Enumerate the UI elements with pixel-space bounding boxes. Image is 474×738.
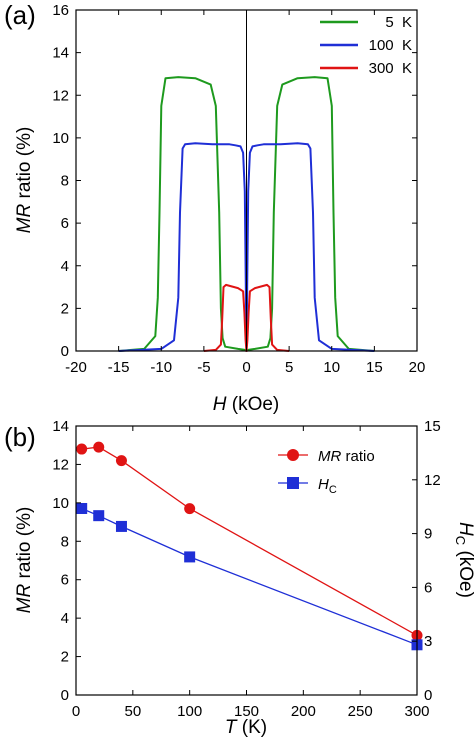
y-tick-label-left: 10: [52, 495, 69, 512]
x-tick-label: 250: [348, 703, 373, 720]
y-tick-label-right: 15: [424, 418, 441, 435]
y-tick-label: 2: [61, 300, 69, 317]
panel-b-label: (b): [4, 422, 36, 452]
panel-b-x-axis-label: T (K): [225, 717, 267, 738]
data-point-square: [93, 510, 105, 522]
y-tick-label-left: 6: [61, 572, 69, 589]
y-tick-label: 12: [52, 87, 69, 104]
y-tick-label: 0: [61, 343, 69, 360]
legend-marker-mr-ratio: [287, 449, 299, 461]
data-point-square: [184, 551, 196, 563]
panel-b-series-group: [76, 441, 423, 651]
x-tick-label: 20: [409, 359, 426, 376]
series-line-0: [81, 446, 418, 636]
panel-a-plot-area: [75, 9, 418, 352]
data-point-circle: [76, 443, 88, 455]
panel-b-y-axis-label-left: MR ratio (%): [14, 507, 35, 614]
y-tick-label: 8: [61, 173, 69, 190]
panel-a-label: (a): [4, 0, 36, 30]
data-point-circle: [93, 441, 105, 453]
y-tick-label-right: 3: [424, 633, 432, 650]
y-tick-label: 6: [61, 215, 69, 232]
y-tick-label-left: 14: [52, 418, 69, 435]
panel-b-legend: MR ratio HC: [278, 448, 375, 496]
panel-a-legend: 5 K 100 K 300 K: [320, 14, 412, 77]
y-tick-label: 16: [52, 2, 69, 19]
panel-a: (a) -20 -15 -10 -5 0 5 10 15 20 0 2 4 6 8 10 12 14 16 H …: [4, 0, 425, 415]
x-tick-label: 0: [242, 359, 250, 376]
panel-b-plot-area: [75, 425, 423, 696]
y-tick-label-left: 8: [61, 533, 69, 550]
data-point-circle: [115, 455, 127, 467]
y-tick-label-right: 9: [424, 526, 432, 543]
x-tick-label: 50: [124, 703, 141, 720]
legend-label-100k: 100 K: [369, 37, 412, 54]
legend-label-mr-ratio: MR ratio: [318, 448, 375, 465]
panel-b-frame: [75, 425, 418, 696]
y-tick-label-right: 12: [424, 472, 441, 489]
data-point-square: [76, 502, 88, 514]
panel-a-x-ticks: -20 -15 -10 -5 0 5 10 15 20: [65, 10, 425, 376]
data-point-circle: [184, 503, 196, 515]
panel-b-y-ticks-right: 0 3 6 9 12 15: [412, 418, 441, 704]
panel-b-x-ticks: 0 50 100 150 200 250 300: [72, 426, 430, 720]
x-tick-label: 5: [285, 359, 293, 376]
y-tick-label-left: 2: [61, 649, 69, 666]
panel-a-x-axis-label: H (kOe): [213, 394, 280, 415]
panel-b-y-axis-label-right: HC (kOe): [453, 522, 474, 598]
y-tick-label-right: 6: [424, 579, 432, 596]
y-tick-label: 10: [52, 130, 69, 147]
x-tick-label: 200: [291, 703, 316, 720]
panel-b-y-ticks-left: 0 2 4 6 8 10 12 14: [52, 418, 81, 704]
x-tick-label: -20: [65, 359, 87, 376]
x-tick-label: 100: [177, 703, 202, 720]
x-tick-label: 0: [72, 703, 80, 720]
x-tick-label: -5: [197, 359, 210, 376]
data-point-square: [115, 520, 127, 532]
x-tick-label: 15: [366, 359, 383, 376]
y-tick-label-left: 12: [52, 456, 69, 473]
y-tick-label: 4: [61, 258, 69, 275]
x-tick-label: -15: [108, 359, 130, 376]
legend-marker-hc: [287, 477, 299, 489]
x-tick-label: 150: [234, 703, 259, 720]
panel-a-y-axis-label: MR ratio (%): [14, 127, 35, 234]
y-tick-label-left: 0: [61, 687, 69, 704]
legend-label-5k: 5 K: [385, 14, 412, 31]
y-tick-label-left: 4: [61, 610, 69, 627]
y-tick-label-right: 0: [424, 687, 432, 704]
x-tick-label: -10: [150, 359, 172, 376]
y-tick-label: 14: [52, 45, 69, 62]
panel-b: (b) 0 50 100 150 200 250 300 0 2 4 6 8 10 12 14 0 3 6 9 1…: [4, 418, 474, 738]
x-tick-label: 300: [404, 703, 429, 720]
panel-a-y-ticks: 0 2 4 6 8 10 12 14 16: [52, 2, 417, 360]
legend-label-hc: HC: [318, 476, 337, 496]
legend-label-300k: 300 K: [369, 60, 412, 77]
series-line-1: [81, 507, 418, 646]
x-tick-label: 10: [323, 359, 340, 376]
